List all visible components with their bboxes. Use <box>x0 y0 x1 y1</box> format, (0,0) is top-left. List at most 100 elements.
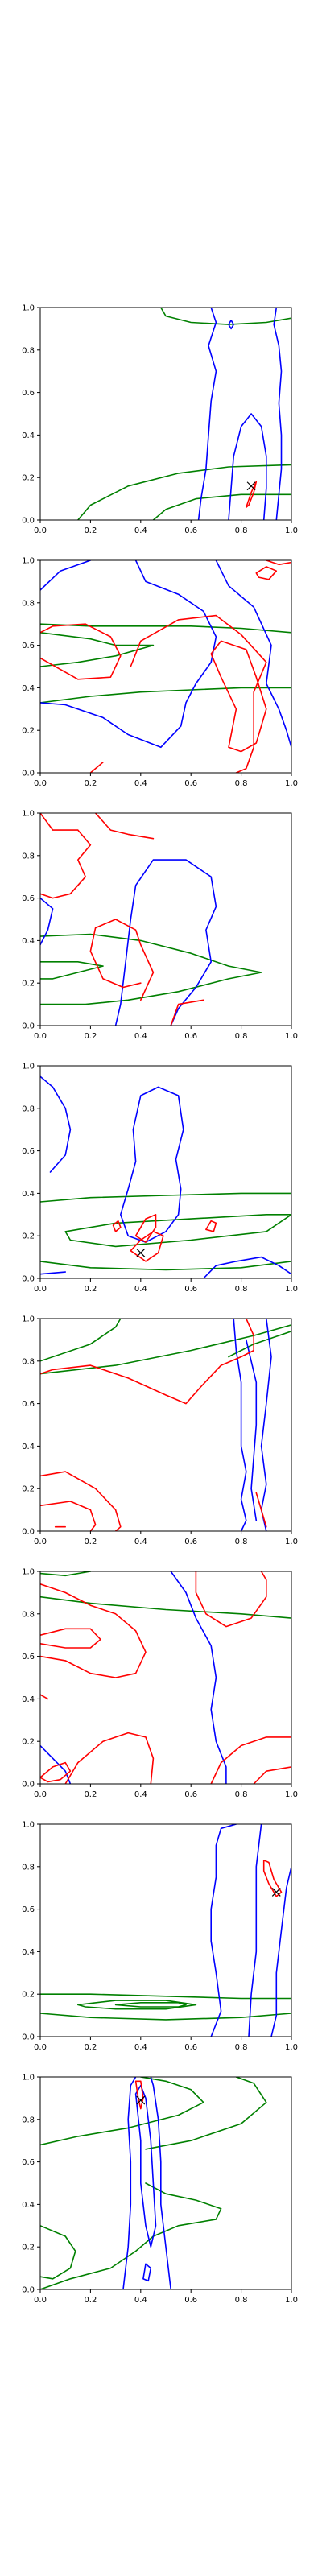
green-contour-line <box>152 493 291 520</box>
blue-contour-line <box>233 1319 247 1531</box>
y-tick-label: 0.2 <box>22 1232 35 1241</box>
blue-contour-line <box>228 320 234 330</box>
y-tick-label: 0.0 <box>22 770 35 778</box>
x-marker-stroke <box>136 1248 146 1257</box>
y-tick-label: 0.0 <box>22 1275 35 1284</box>
axes-frame <box>39 1823 292 2037</box>
red-contour-line <box>130 614 267 773</box>
subplot-1: 0.0 0.2 0.4 0.6 0.8 1.0 0.0 0.2 0.4 0.6 0.8 1.0 <box>22 304 298 536</box>
x-tick-label: 0.6 <box>184 1285 197 1294</box>
blue-contour-line <box>270 1866 291 2037</box>
green-contour-line <box>40 933 262 1005</box>
red-contour-line <box>205 1220 217 1232</box>
y-tick-label: 0.2 <box>22 980 35 989</box>
x-tick-label: 0.8 <box>235 779 248 788</box>
green-contour-line <box>228 1331 291 1358</box>
y-tick-label: 0.4 <box>22 1190 35 1199</box>
blue-contour-line <box>228 413 267 520</box>
y-tick-label: 0.4 <box>22 1948 35 1957</box>
x-tick-label: 1.0 <box>285 1032 298 1041</box>
x-tick-label: 0.0 <box>34 526 47 535</box>
blue-contour-line <box>134 2084 157 2248</box>
axes-frame <box>39 1571 292 1785</box>
x-tick-label: 0.4 <box>134 2043 147 2052</box>
y-tick-label: 0.2 <box>22 2244 35 2252</box>
green-contour-line <box>77 464 291 520</box>
green-contour-line <box>160 308 291 325</box>
x-tick-label: 0.0 <box>34 2043 47 2052</box>
blue-contour-line <box>40 1744 72 1784</box>
blue-contour-line <box>120 1086 184 1243</box>
x-tick-label: 0.8 <box>235 2296 248 2305</box>
subplot-8: 0.0 0.2 0.4 0.6 0.8 1.0 0.0 0.2 0.4 0.6 0.8 1.0 <box>22 2074 298 2306</box>
y-tick-label: 0.0 <box>22 1022 35 1031</box>
x-tick-label: 1.0 <box>285 779 298 788</box>
blue-contour-line <box>197 308 217 520</box>
red-contour-line <box>40 1628 101 1649</box>
contour-layer <box>40 1319 291 1531</box>
y-tick-label: 1.0 <box>22 1063 35 1071</box>
x-tick-label: 0.2 <box>84 1790 97 1799</box>
contour-layer <box>40 2077 267 2289</box>
green-contour-line <box>40 623 291 634</box>
x-marker <box>271 1888 281 1897</box>
x-marker-stroke <box>136 2095 146 2105</box>
blue-contour-line <box>40 560 92 591</box>
x-tick-label: 0.2 <box>84 1032 97 1041</box>
x-tick-label: 0.2 <box>84 1285 97 1294</box>
blue-contour-line <box>246 1339 258 1521</box>
axes-frame <box>39 1065 292 1279</box>
x-tick-label: 0.0 <box>34 1285 47 1294</box>
x-tick-label: 0.4 <box>134 1538 147 1546</box>
y-tick-label: 0.8 <box>22 1610 35 1619</box>
y-tick-label: 0.6 <box>22 1147 35 1156</box>
red-contour-line <box>40 1319 254 1405</box>
x-tick-label: 0.4 <box>134 1032 147 1041</box>
green-contour-line <box>145 2077 267 2150</box>
y-tick-label: 0.2 <box>22 1485 35 1494</box>
blue-contour-line <box>210 1824 237 2037</box>
blue-contour-line <box>40 1271 66 1275</box>
y-tick-label: 1.0 <box>22 2074 35 2083</box>
green-contour-line <box>40 1571 92 1577</box>
red-contour-line <box>255 566 278 580</box>
x-tick-label: 0.0 <box>34 779 47 788</box>
y-tick-label: 1.0 <box>22 1568 35 1577</box>
y-tick-label: 0.4 <box>22 431 35 440</box>
contour-layer <box>40 813 262 1026</box>
red-contour-line <box>40 1761 72 1783</box>
x-marker-stroke <box>271 1888 281 1897</box>
y-tick-label: 0.0 <box>22 2286 35 2295</box>
x-marker <box>136 1248 146 1257</box>
contour-layer <box>40 1075 291 1278</box>
x-tick-label: 0.8 <box>235 1032 248 1041</box>
red-contour-line <box>130 1231 164 1262</box>
blue-contour-line <box>170 1571 227 1784</box>
green-contour-line <box>40 632 155 667</box>
y-tick-label: 0.0 <box>22 2033 35 2042</box>
x-tick-label: 1.0 <box>285 1790 298 1799</box>
red-contour-line <box>94 813 155 840</box>
blue-contour-line <box>40 1075 72 1173</box>
y-tick-label: 1.0 <box>22 304 35 313</box>
y-tick-label: 1.0 <box>22 557 35 566</box>
green-contour-line <box>40 1319 122 1362</box>
x-tick-label: 0.0 <box>34 1032 47 1041</box>
x-tick-label: 0.0 <box>34 2296 47 2305</box>
blue-contour-line <box>114 859 217 1026</box>
y-tick-label: 0.0 <box>22 1528 35 1537</box>
blue-contour-line <box>215 560 291 749</box>
blue-contour-line <box>40 897 54 946</box>
x-tick-label: 1.0 <box>285 526 298 535</box>
x-tick-label: 0.2 <box>84 1538 97 1546</box>
x-tick-label: 0.4 <box>134 1790 147 1799</box>
x-tick-label: 0.6 <box>184 2296 197 2305</box>
x-tick-label: 0.8 <box>235 2043 248 2052</box>
red-contour-line <box>262 1860 283 1897</box>
y-tick-label: 0.4 <box>22 2201 35 2210</box>
x-tick-label: 0.4 <box>134 1285 147 1294</box>
green-contour-line <box>114 2002 187 2008</box>
axes-frame <box>39 812 292 1026</box>
x-tick-label: 0.4 <box>134 526 147 535</box>
